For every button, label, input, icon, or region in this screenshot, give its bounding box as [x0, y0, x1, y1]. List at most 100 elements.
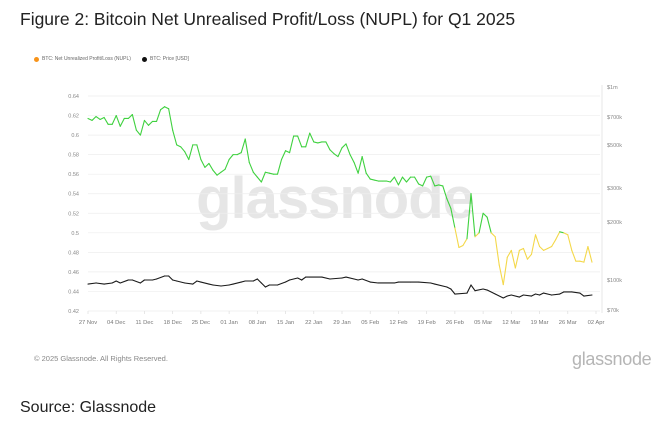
nupl-line-segment: [164, 106, 170, 110]
y-left-tick-label: 0.6: [71, 133, 79, 139]
nupl-line-segment: [365, 172, 371, 180]
price-line-segment: [418, 281, 432, 284]
nupl-line-segment: [466, 193, 472, 240]
price-line-segment: [285, 279, 291, 283]
price-line-segment: [543, 292, 553, 296]
price-line-segment: [228, 283, 234, 286]
price-line-segment: [232, 281, 242, 285]
price-line-segment: [172, 279, 178, 282]
price-line-segment: [321, 276, 331, 280]
price-line-segment: [357, 278, 363, 281]
price-line-segment: [155, 275, 166, 280]
y-right-tick-label: $500k: [607, 143, 622, 149]
price-line-segment: [450, 288, 456, 295]
nupl-line-segment: [188, 144, 194, 161]
legend-item-price[interactable]: BTC: Price [USD]: [142, 56, 189, 62]
nupl-line-segment: [534, 234, 541, 248]
price-line-segment: [434, 283, 448, 288]
nupl-line-segment: [240, 138, 246, 154]
nupl-line-segment: [87, 117, 93, 121]
nupl-line-segment: [220, 168, 226, 173]
nupl-line-segment: [361, 156, 367, 174]
price-line-segment: [220, 284, 230, 287]
nupl-line-segment: [204, 162, 210, 168]
x-tick-label: 02 Apr: [588, 320, 605, 326]
nupl-line-segment: [543, 247, 549, 251]
chart-card: [18, 42, 658, 374]
price-line-segment: [571, 291, 581, 294]
nupl-line-segment: [313, 141, 319, 144]
nupl-line-segment: [285, 150, 291, 154]
x-tick-label: 04 Dec: [107, 320, 125, 326]
price-line-segment: [289, 277, 299, 281]
y-left-tick-label: 0.5: [71, 231, 79, 237]
nupl-line-segment: [337, 147, 343, 158]
nupl-line-segment: [389, 176, 395, 183]
price-line-segment: [369, 281, 379, 284]
nupl-line-segment: [196, 144, 202, 161]
y-right-tick-label: $200k: [607, 220, 622, 226]
nupl-line-segment: [325, 141, 331, 151]
nupl-line-segment: [385, 180, 391, 183]
price-line-segment: [474, 288, 484, 292]
nupl-line-segment: [405, 176, 412, 183]
y-left-tick-label: 0.62: [68, 114, 79, 120]
nupl-line-segment: [200, 158, 206, 168]
nupl-line-segment: [95, 115, 101, 121]
legend-price-dot-icon: [142, 56, 147, 62]
price-line-segment: [192, 280, 198, 285]
price-line-segment: [151, 278, 158, 281]
nupl-line-segment: [309, 132, 315, 143]
nupl-line-segment: [583, 245, 589, 263]
x-tick-label: 29 Jan: [333, 320, 350, 326]
legend-price-label: BTC: Price [USD]: [150, 56, 189, 62]
glassnode-logo: glassnode: [572, 349, 652, 369]
nupl-line-segment: [510, 249, 516, 269]
nupl-line-segment: [486, 216, 492, 234]
y-right-tick-label: $300k: [607, 186, 622, 192]
x-tick-label: 05 Mar: [474, 320, 492, 326]
price-line-segment: [212, 284, 222, 287]
legend-nupl-dot-icon: [34, 56, 39, 62]
price-line-segment: [466, 284, 472, 294]
y-left-tick-label: 0.42: [68, 309, 79, 315]
nupl-line-segment: [184, 151, 190, 161]
y-right-tick-label: $700k: [607, 115, 622, 121]
x-tick-label: 01 Jan: [220, 320, 237, 326]
price-line-segment: [95, 282, 105, 285]
source-caption: Source: Glassnode: [20, 399, 157, 416]
nupl-line-segment: [438, 184, 444, 187]
nupl-line-segment: [276, 158, 283, 175]
price-line-segment: [176, 280, 186, 284]
price-line-segment: [430, 282, 436, 285]
price-line-segment: [276, 281, 287, 286]
copyright-text: © 2025 Glassnode. All Rights Reserved.: [34, 354, 168, 363]
x-tick-label: 11 Dec: [135, 320, 153, 326]
price-line-segment: [353, 278, 359, 281]
price-line-segment: [240, 280, 246, 283]
nupl-line-segment: [176, 144, 182, 148]
price-line-segment: [329, 277, 343, 280]
price-line-segment: [260, 282, 266, 288]
price-line-segment: [131, 279, 141, 284]
nupl-line-segment: [446, 198, 452, 209]
price-line-segment: [551, 293, 561, 296]
nupl-line-segment: [216, 171, 222, 176]
y-left-tick-label: 0.46: [68, 270, 79, 276]
price-line-segment: [103, 282, 113, 285]
nupl-line-segment: [470, 193, 476, 238]
nupl-line-segment: [498, 264, 504, 286]
nupl-line-segment: [333, 153, 339, 158]
legend-item-nupl[interactable]: BTC: Net Unrealized Profit/Loss (NUPL): [34, 56, 131, 62]
price-line-segment: [252, 278, 258, 282]
nupl-line-segment: [341, 143, 347, 149]
nupl-line-segment: [119, 117, 125, 127]
nupl-line-segment: [264, 171, 270, 174]
nupl-line-segment: [131, 114, 137, 131]
price-line-segment: [539, 292, 545, 296]
nupl-line-segment: [478, 212, 484, 234]
x-tick-label: 08 Jan: [249, 320, 266, 326]
y-left-tick-label: 0.64: [68, 94, 79, 100]
nupl-line-segment: [280, 150, 287, 161]
watermark: glassnode: [196, 166, 474, 231]
